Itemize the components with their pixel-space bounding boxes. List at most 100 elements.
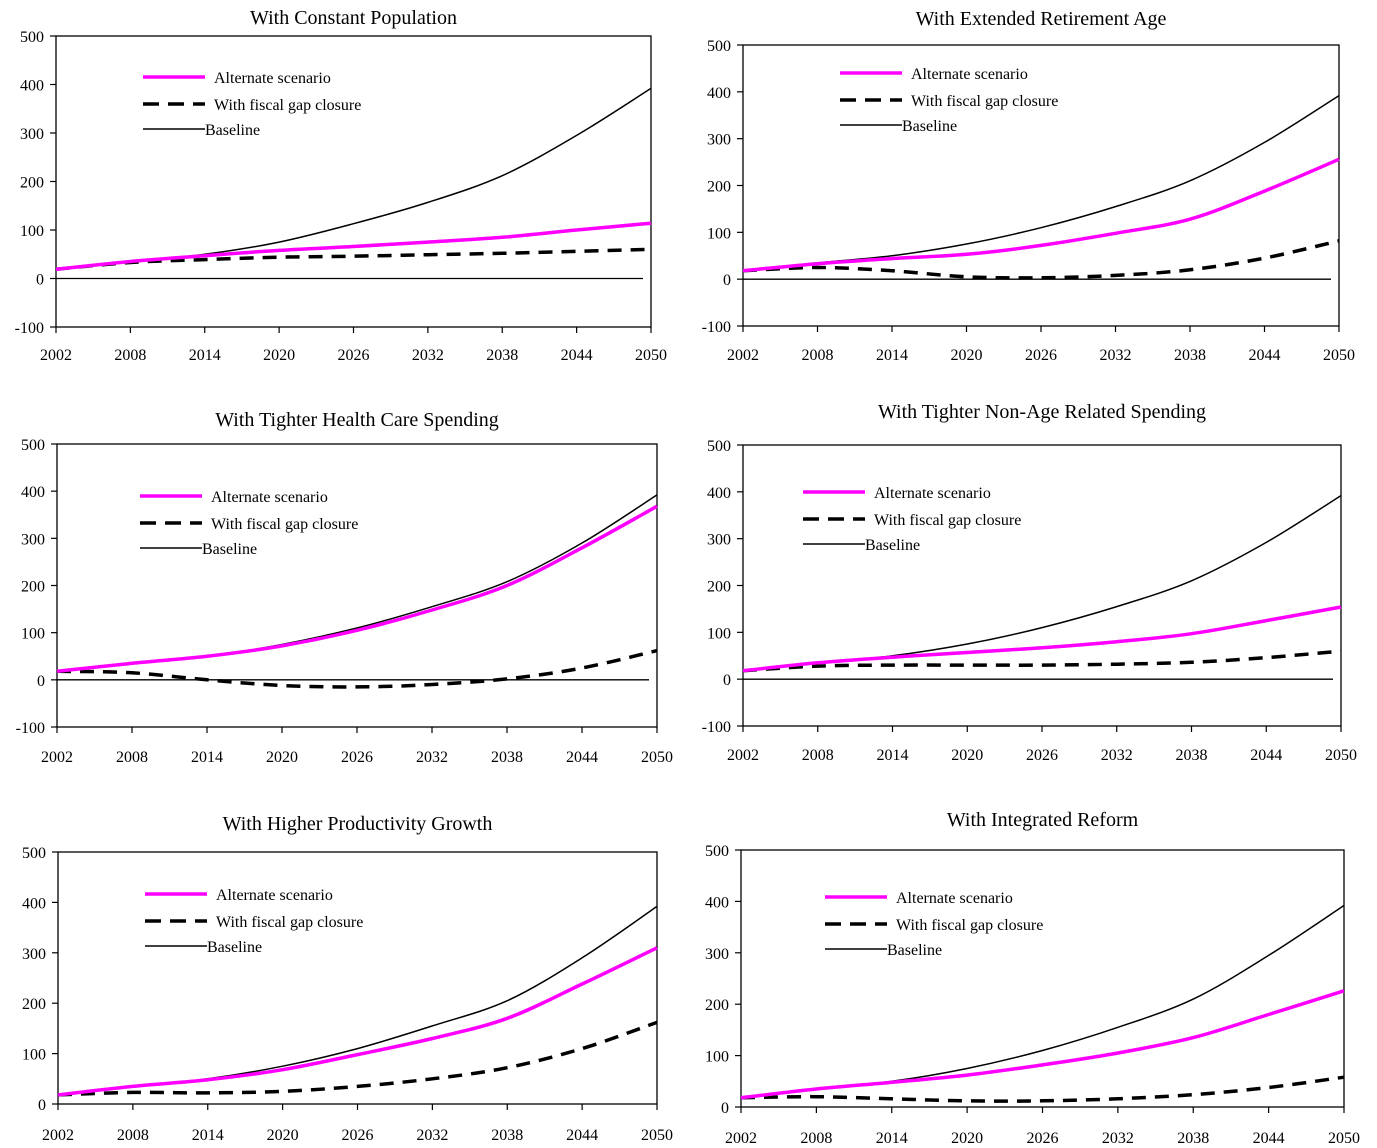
plot-frame bbox=[56, 443, 658, 728]
x-tick-label: 2002 bbox=[40, 347, 72, 364]
legend-label: With fiscal gap closure bbox=[874, 512, 1021, 529]
y-tick-label: 0 bbox=[721, 1100, 729, 1117]
x-tick-label: 2026 bbox=[342, 1127, 374, 1144]
x-tick-label: 2044 bbox=[566, 1127, 598, 1144]
x-tick-label: 2026 bbox=[341, 749, 373, 766]
y-tick-label: 500 bbox=[707, 438, 731, 455]
series-line-thick-dashed bbox=[740, 1075, 1345, 1103]
legend-label: With fiscal gap closure bbox=[211, 516, 358, 533]
y-tick-label: 400 bbox=[707, 485, 731, 502]
chart-panel-2: With Extended Retirement Age -100 0 100 200 3… bbox=[702, 8, 1355, 364]
y-tick-label: 200 bbox=[707, 179, 731, 196]
x-tick-label: 2020 bbox=[951, 747, 983, 764]
y-tick-label: 500 bbox=[20, 29, 44, 46]
x-tick-label: 2050 bbox=[1328, 1130, 1360, 1147]
x-tick-label: 2008 bbox=[114, 347, 146, 364]
y-tick-label: -100 bbox=[702, 319, 731, 336]
series-line-thick-dashed bbox=[56, 648, 658, 689]
plot-frame bbox=[742, 444, 1342, 727]
y-tick-label: 400 bbox=[705, 894, 729, 911]
y-tick-label: 200 bbox=[21, 579, 45, 596]
chart-title: With Constant Population bbox=[250, 7, 457, 29]
legend-label: Alternate scenario bbox=[216, 887, 333, 904]
x-tick-label: 2008 bbox=[802, 347, 834, 364]
x-tick-label: 2008 bbox=[116, 749, 148, 766]
x-tick-label: 2044 bbox=[1249, 347, 1281, 364]
series-line-thick-magenta bbox=[56, 504, 658, 674]
x-tick-label: 2026 bbox=[1027, 1130, 1059, 1147]
y-tick-label: 100 bbox=[20, 223, 44, 240]
plot-frame bbox=[55, 35, 652, 328]
x-tick-label: 2008 bbox=[800, 1130, 832, 1147]
x-tick-label: 2008 bbox=[117, 1127, 149, 1144]
series-line-thin-solid bbox=[742, 494, 1342, 672]
x-tick-label: 2038 bbox=[491, 1127, 523, 1144]
legend-label: With fiscal gap closure bbox=[896, 917, 1043, 934]
x-tick-label: 2038 bbox=[1177, 1130, 1209, 1147]
x-tick-label: 2044 bbox=[561, 347, 593, 364]
x-tick-label: 2002 bbox=[725, 1130, 757, 1147]
y-tick-label: 100 bbox=[22, 1047, 46, 1064]
y-tick-label: 400 bbox=[22, 895, 46, 912]
x-tick-label: 2032 bbox=[412, 347, 444, 364]
plot-frame bbox=[742, 44, 1340, 327]
y-tick-label: -100 bbox=[15, 320, 44, 337]
legend-label: Alternate scenario bbox=[911, 66, 1028, 83]
y-tick-label: 0 bbox=[37, 673, 45, 690]
series-line-thick-dashed bbox=[742, 239, 1340, 280]
legend-label: Baseline bbox=[202, 541, 257, 558]
y-tick-label: 100 bbox=[707, 625, 731, 642]
x-tick-label: 2020 bbox=[263, 347, 295, 364]
series-line-thin-solid bbox=[57, 905, 658, 1096]
plot-frame bbox=[57, 851, 658, 1105]
series-line-thin-solid bbox=[55, 87, 652, 271]
x-tick-label: 2050 bbox=[1325, 747, 1357, 764]
chart-panel-3: With Tighter Health Care Spending -100 0 10… bbox=[16, 409, 673, 766]
x-tick-label: 2014 bbox=[192, 1127, 224, 1144]
y-tick-label: 200 bbox=[707, 579, 731, 596]
y-tick-label: 100 bbox=[21, 626, 45, 643]
legend-label: With fiscal gap closure bbox=[214, 97, 361, 114]
series-line-thick-dashed bbox=[742, 649, 1342, 673]
chart-title: With Higher Productivity Growth bbox=[223, 813, 493, 835]
series-line-thick-magenta bbox=[55, 221, 652, 272]
x-tick-label: 2014 bbox=[191, 749, 223, 766]
x-tick-label: 2050 bbox=[635, 347, 667, 364]
x-tick-label: 2050 bbox=[1323, 347, 1355, 364]
y-tick-label: 0 bbox=[723, 272, 731, 289]
series-line-thick-magenta bbox=[740, 989, 1345, 1100]
y-tick-label: 400 bbox=[20, 78, 44, 95]
y-tick-label: 300 bbox=[707, 132, 731, 149]
y-tick-label: 300 bbox=[707, 532, 731, 549]
y-tick-label: 500 bbox=[22, 845, 46, 862]
x-tick-label: 2014 bbox=[189, 347, 221, 364]
legend-label: Baseline bbox=[887, 942, 942, 959]
y-tick-label: 500 bbox=[705, 843, 729, 860]
x-tick-label: 2044 bbox=[1250, 747, 1282, 764]
legend-label: Baseline bbox=[902, 118, 957, 135]
x-tick-label: 2026 bbox=[1026, 747, 1058, 764]
x-tick-label: 2038 bbox=[1174, 347, 1206, 364]
y-tick-label: 300 bbox=[22, 946, 46, 963]
x-tick-label: 2002 bbox=[727, 747, 759, 764]
x-tick-label: 2032 bbox=[1100, 347, 1132, 364]
legend-label: With fiscal gap closure bbox=[911, 93, 1058, 110]
y-tick-label: 100 bbox=[705, 1049, 729, 1066]
legend-label: Alternate scenario bbox=[896, 890, 1013, 907]
plot-frame bbox=[740, 849, 1345, 1108]
x-tick-label: 2032 bbox=[416, 1127, 448, 1144]
y-tick-label: 0 bbox=[38, 1097, 46, 1114]
x-tick-label: 2002 bbox=[727, 347, 759, 364]
y-tick-label: 0 bbox=[723, 672, 731, 689]
y-tick-label: -100 bbox=[16, 720, 45, 737]
x-tick-label: 2020 bbox=[266, 749, 298, 766]
y-tick-label: -100 bbox=[702, 719, 731, 736]
x-tick-label: 2050 bbox=[641, 1127, 673, 1144]
legend-label: Alternate scenario bbox=[874, 485, 991, 502]
y-tick-label: 400 bbox=[707, 85, 731, 102]
chart-panel-4: With Tighter Non-Age Related Spending -10… bbox=[702, 401, 1357, 764]
y-tick-label: 0 bbox=[36, 272, 44, 289]
x-tick-label: 2014 bbox=[876, 347, 908, 364]
y-tick-label: 200 bbox=[705, 997, 729, 1014]
chart-title: With Extended Retirement Age bbox=[916, 8, 1167, 30]
